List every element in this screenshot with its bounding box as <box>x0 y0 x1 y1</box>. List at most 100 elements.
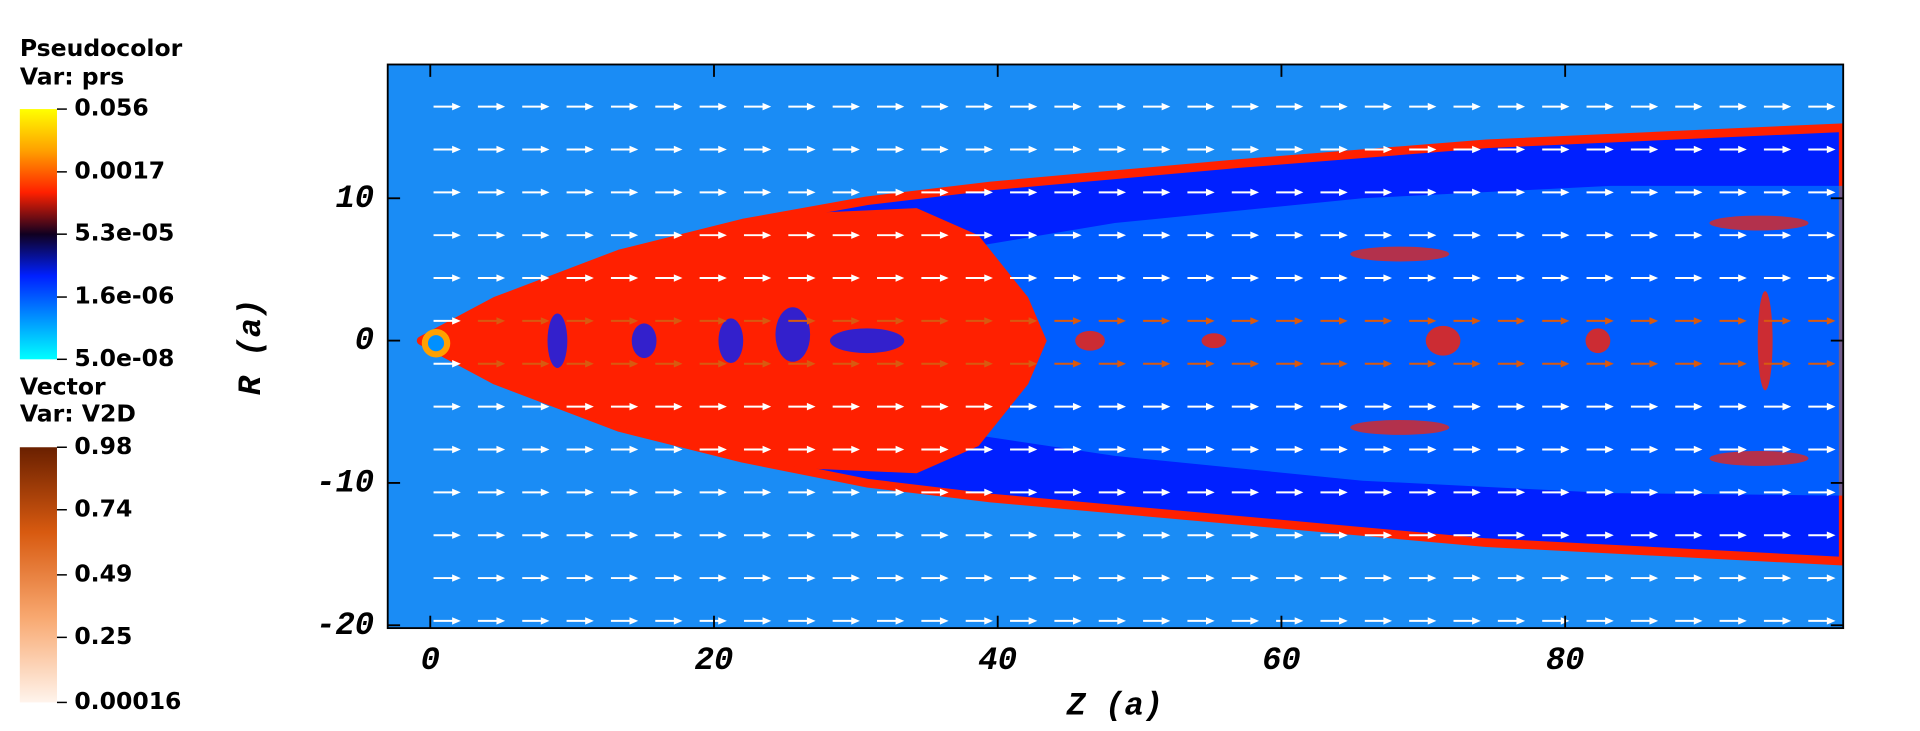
arrow-head <box>1472 360 1481 368</box>
x-tick-label: 40 <box>978 642 1017 679</box>
arrow-head <box>1427 574 1437 582</box>
arrow-head <box>1738 145 1747 154</box>
arrow-head <box>1516 188 1526 197</box>
arrow-head <box>1161 531 1171 539</box>
arrow-head <box>1472 231 1481 239</box>
arrow-head <box>496 574 506 582</box>
colorbar-label: 0.056 <box>74 94 148 122</box>
arrow-head <box>1693 102 1703 111</box>
arrow-head <box>1117 402 1126 411</box>
arrow-head <box>1206 574 1215 582</box>
arrow-head <box>629 102 639 111</box>
arrow-head <box>1294 531 1304 539</box>
arrow-head <box>1782 317 1792 325</box>
plot-frame <box>386 63 1845 630</box>
arrow-head <box>1339 360 1348 368</box>
arrow-head <box>540 488 550 497</box>
arrow-head <box>1028 531 1038 539</box>
arrow-head <box>1560 360 1570 368</box>
vector-arrows <box>433 102 1836 625</box>
arrow-head <box>585 145 594 154</box>
arrow-head <box>1472 317 1481 325</box>
arrow-head <box>1693 145 1703 154</box>
arrow-head <box>718 360 727 368</box>
arrow-head <box>540 317 550 325</box>
arrow-head <box>1206 531 1215 539</box>
arrow-head <box>1605 402 1614 411</box>
arrow-head <box>1339 402 1348 411</box>
arrow-head <box>1383 617 1393 625</box>
arrow-head <box>895 531 905 539</box>
arrow-head <box>1072 574 1082 582</box>
arrow-head <box>1649 102 1659 111</box>
arrow-head <box>762 531 772 539</box>
arrow-head <box>851 317 860 325</box>
arrow-head <box>585 445 594 454</box>
arrow-head <box>1649 445 1659 454</box>
arrow-head <box>673 188 683 197</box>
arrow-head <box>496 488 506 497</box>
arrow-head <box>1472 402 1481 411</box>
arrow-head <box>895 145 905 154</box>
arrow-head <box>939 317 949 325</box>
arrow-head <box>1605 360 1614 368</box>
arrow-head <box>629 231 639 239</box>
arrow-head <box>1206 145 1215 154</box>
arrow-head <box>673 360 683 368</box>
arrow-head <box>762 488 772 497</box>
y-axis-label: R (a) <box>233 299 270 396</box>
knot <box>718 318 744 364</box>
arrow-head <box>1649 231 1659 239</box>
arrow-head <box>1826 102 1836 111</box>
arrow-head <box>1782 531 1792 539</box>
arrow-head <box>1206 102 1215 111</box>
arrow-head <box>1649 360 1659 368</box>
arrow-head <box>939 617 949 625</box>
arrow-head <box>1294 402 1304 411</box>
arrow-head <box>540 145 550 154</box>
arrow-head <box>718 188 727 197</box>
colorbar-label: 0.0017 <box>74 156 165 184</box>
colorbar-label: 5.0e-08 <box>74 344 174 372</box>
arrow-head <box>452 531 461 539</box>
arrow-head <box>895 231 905 239</box>
arrow-head <box>629 360 639 368</box>
arrow-head <box>1472 102 1481 111</box>
arrow-head <box>1206 617 1215 625</box>
arrow-head <box>851 574 860 582</box>
arrow-head <box>1649 531 1659 539</box>
arrow-head <box>895 402 905 411</box>
arrow-head <box>851 445 860 454</box>
arrow-head <box>1339 231 1348 239</box>
arrow-head <box>1782 402 1792 411</box>
arrow-head <box>984 617 993 625</box>
arrow-head <box>1294 188 1304 197</box>
arrow-head <box>540 188 550 197</box>
knot <box>1201 333 1227 349</box>
arrow-head <box>1206 231 1215 239</box>
arrow-head <box>540 102 550 111</box>
arrow-head <box>1383 274 1393 282</box>
arrow-head <box>1339 274 1348 282</box>
arrow-head <box>1383 102 1393 111</box>
arrow-head <box>1383 488 1393 497</box>
arrow-head <box>984 102 993 111</box>
arrow-head <box>1427 274 1437 282</box>
x-tick-label: 20 <box>695 642 734 679</box>
arrow-head <box>939 231 949 239</box>
x-tick-label: 80 <box>1546 642 1585 679</box>
arrow-head <box>1339 317 1348 325</box>
arrow-head <box>1117 188 1126 197</box>
arrow-head <box>718 231 727 239</box>
arrow-head <box>1427 145 1437 154</box>
arrow-head <box>762 360 772 368</box>
arrow-head <box>1028 317 1038 325</box>
jet-interior <box>966 185 1844 496</box>
arrow-head <box>806 617 816 625</box>
x-tick-label: 60 <box>1262 642 1301 679</box>
arrow-head <box>1649 145 1659 154</box>
arrow-head <box>718 574 727 582</box>
arrow-head <box>718 274 727 282</box>
arrow-head <box>496 145 506 154</box>
arrow-head <box>540 574 550 582</box>
